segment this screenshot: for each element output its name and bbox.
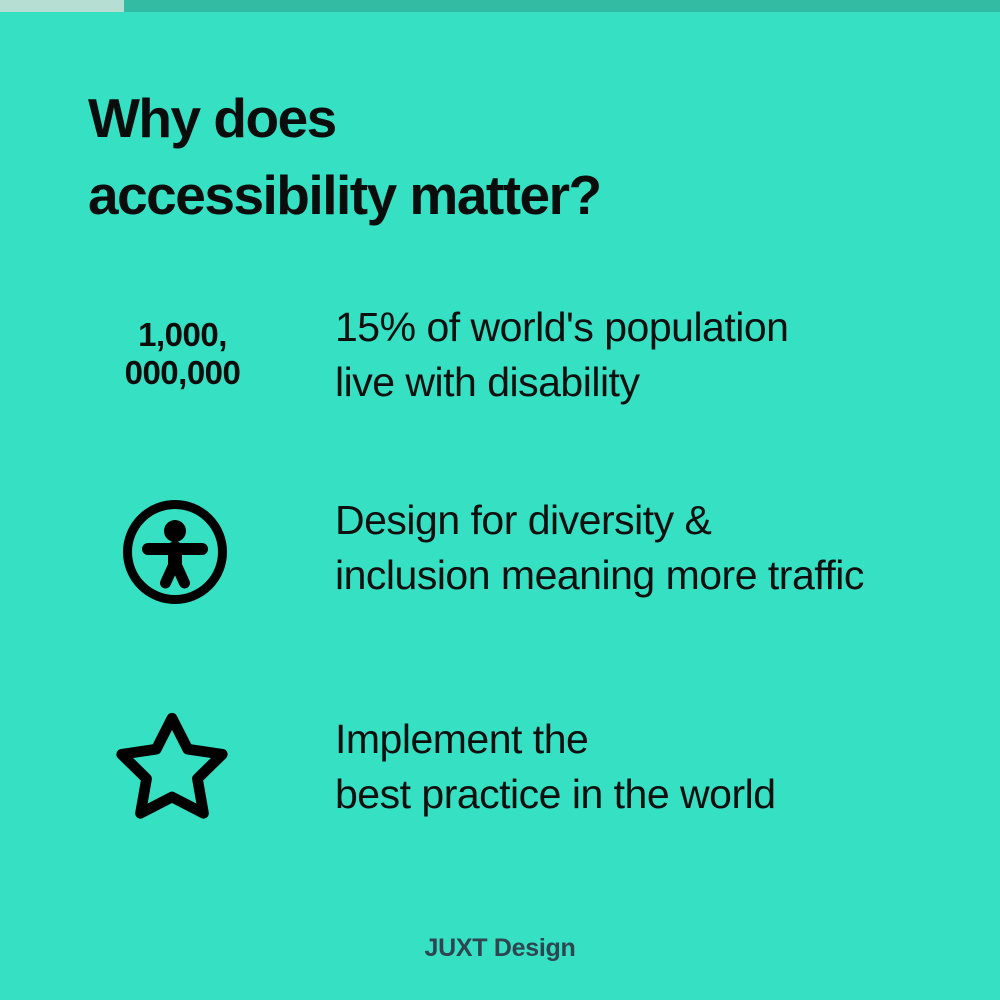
row-2-text: Design for diversity & inclusion meaning… [335,493,864,603]
footer-brand: JUXT Design [424,934,576,962]
top-strip [0,0,1000,12]
row-2-text-line-1: Design for diversity & [335,497,712,543]
row-1-text-line-2: live with disability [335,359,640,405]
star-icon [109,707,235,829]
stat-number-line-2: 000,000 [124,354,241,391]
top-strip-left-segment [0,0,124,12]
row-1-text: 15% of world's population live with disa… [335,300,789,410]
stat-number-line-1: 1,000, [138,316,227,353]
stat-number: 1,000, 000,000 [100,316,265,392]
row-3-text-line-2: best practice in the world [335,771,776,817]
top-strip-right-segment [124,0,1000,12]
page-title: Why does accessibility matter? [88,80,602,234]
row-3-text-line-1: Implement the [335,716,589,762]
row-1-text-line-1: 15% of world's population [335,304,789,350]
page-title-line-1: Why does [88,87,337,149]
row-3-text: Implement the best practice in the world [335,712,776,822]
accessibility-icon [121,498,229,606]
row-2-text-line-2: inclusion meaning more traffic [335,552,864,598]
page-title-line-2: accessibility matter? [88,164,602,226]
